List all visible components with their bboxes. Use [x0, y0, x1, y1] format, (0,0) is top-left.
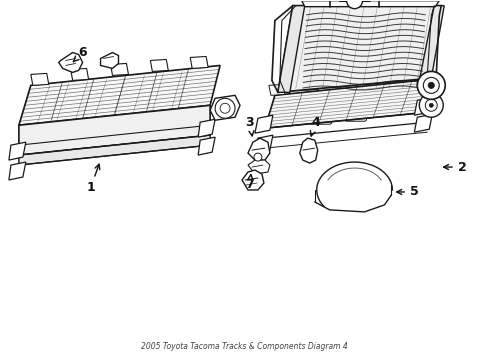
- Circle shape: [253, 153, 262, 161]
- Polygon shape: [9, 162, 26, 180]
- FancyBboxPatch shape: [327, 93, 349, 109]
- FancyBboxPatch shape: [362, 90, 384, 106]
- FancyBboxPatch shape: [106, 100, 130, 118]
- Circle shape: [427, 82, 433, 88]
- Polygon shape: [9, 142, 26, 160]
- Polygon shape: [150, 59, 168, 71]
- Circle shape: [346, 0, 362, 9]
- Text: 6: 6: [73, 46, 87, 62]
- Polygon shape: [338, 75, 354, 86]
- FancyBboxPatch shape: [52, 92, 76, 110]
- Circle shape: [419, 93, 442, 117]
- Polygon shape: [242, 170, 264, 190]
- Polygon shape: [19, 105, 210, 155]
- Polygon shape: [254, 135, 272, 153]
- Polygon shape: [302, 80, 318, 90]
- Polygon shape: [210, 95, 240, 120]
- Text: 2005 Toyota Tacoma Tracks & Components Diagram 4: 2005 Toyota Tacoma Tracks & Components D…: [141, 342, 346, 351]
- Polygon shape: [264, 78, 438, 128]
- Polygon shape: [198, 137, 215, 155]
- Polygon shape: [254, 115, 272, 133]
- Polygon shape: [413, 114, 431, 132]
- Text: 5: 5: [396, 185, 418, 198]
- Polygon shape: [299, 138, 317, 163]
- FancyBboxPatch shape: [131, 82, 155, 100]
- FancyBboxPatch shape: [292, 98, 314, 114]
- Polygon shape: [71, 68, 88, 80]
- Text: 3: 3: [245, 116, 254, 136]
- Polygon shape: [407, 68, 424, 80]
- Circle shape: [425, 99, 436, 111]
- Text: 7: 7: [245, 175, 254, 192]
- FancyBboxPatch shape: [309, 108, 331, 124]
- Circle shape: [220, 103, 229, 113]
- Polygon shape: [277, 6, 440, 92]
- Polygon shape: [59, 53, 82, 72]
- Polygon shape: [110, 63, 128, 75]
- Polygon shape: [247, 160, 269, 174]
- Text: 1: 1: [86, 164, 100, 194]
- Circle shape: [423, 77, 438, 93]
- Polygon shape: [413, 97, 431, 115]
- Circle shape: [215, 98, 235, 118]
- Text: 4: 4: [310, 116, 320, 136]
- Polygon shape: [190, 57, 208, 68]
- Polygon shape: [101, 53, 118, 68]
- Polygon shape: [301, 1, 438, 7]
- Text: 2: 2: [443, 161, 466, 174]
- Circle shape: [416, 71, 444, 99]
- FancyBboxPatch shape: [344, 105, 366, 121]
- Polygon shape: [31, 73, 49, 85]
- Polygon shape: [419, 6, 443, 80]
- FancyBboxPatch shape: [66, 104, 90, 122]
- Polygon shape: [268, 84, 285, 95]
- Polygon shape: [19, 135, 210, 165]
- Polygon shape: [277, 6, 304, 92]
- Polygon shape: [373, 71, 388, 82]
- Polygon shape: [19, 66, 220, 125]
- Polygon shape: [247, 138, 269, 160]
- Circle shape: [428, 103, 432, 107]
- FancyBboxPatch shape: [91, 87, 115, 105]
- Polygon shape: [198, 119, 215, 137]
